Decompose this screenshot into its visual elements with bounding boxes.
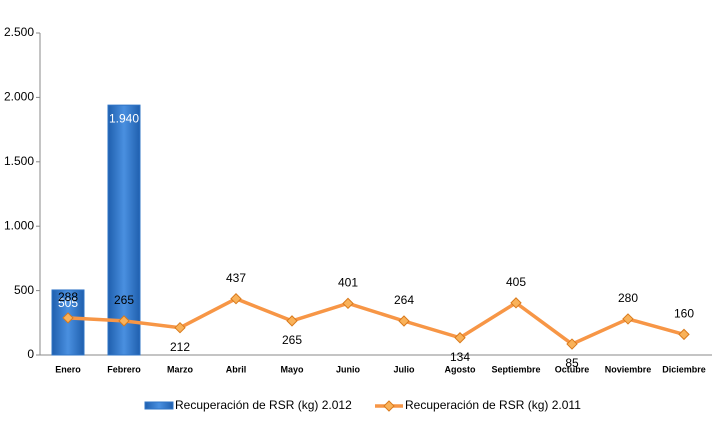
bar-value-label: 505 [58, 296, 78, 310]
x-tick-label: Septiembre [491, 364, 540, 374]
line-value-label: 160 [674, 307, 694, 321]
line [67, 296, 685, 347]
marker [398, 315, 410, 327]
line-value-label: 288 [58, 290, 78, 304]
marker [230, 293, 242, 305]
x-tick-label: Julio [393, 364, 415, 374]
x-tick-label: Marzo [167, 364, 194, 374]
line-value-label: 401 [338, 276, 358, 290]
y-tick-label: 500 [14, 283, 34, 297]
x-tick-label: Abril [226, 364, 247, 374]
x-tick-label: Febrero [107, 364, 141, 374]
marker [454, 332, 466, 344]
bar [107, 104, 141, 356]
legend-marker [383, 400, 395, 412]
marker [622, 313, 634, 325]
marker [510, 297, 522, 309]
marker [342, 297, 354, 310]
marker [566, 338, 578, 350]
line-value-label: 212 [170, 340, 190, 354]
y-tick-label: 1.500 [4, 154, 34, 168]
line-value-label: 280 [618, 291, 638, 305]
y-tick-label: 0 [27, 347, 34, 361]
x-tick-label: Junio [336, 364, 361, 374]
line-value-label: 437 [226, 271, 246, 285]
x-tick-label: Agosto [445, 364, 476, 374]
x-tick-label: Enero [55, 364, 81, 374]
x-tick-label: Noviembre [605, 364, 652, 374]
y-tick-label: 2.000 [4, 90, 34, 104]
line-value-label: 264 [394, 293, 414, 307]
x-tick-label: Octubre [555, 364, 590, 374]
y-tick-label: 2.500 [4, 25, 34, 39]
line-value-label: 134 [450, 350, 470, 364]
marker [62, 312, 74, 324]
legend-label: Recuperación de RSR (kg) 2.011 [405, 398, 581, 412]
line-value-label: 265 [114, 293, 134, 307]
x-tick-label: Mayo [280, 364, 304, 374]
line-value-label: 85 [565, 356, 579, 370]
legend-swatch [144, 401, 174, 410]
y-tick-label: 1.000 [4, 218, 34, 232]
legend-label: Recuperación de RSR (kg) 2.012 [175, 398, 352, 412]
line-value-label: 265 [282, 333, 302, 347]
line-value-label: 405 [506, 275, 526, 289]
marker [678, 328, 690, 341]
marker [118, 315, 130, 327]
marker [286, 315, 298, 327]
x-tick-label: Diciembre [662, 364, 706, 374]
marker [174, 321, 186, 334]
bar-value-label: 1.940 [109, 111, 139, 125]
